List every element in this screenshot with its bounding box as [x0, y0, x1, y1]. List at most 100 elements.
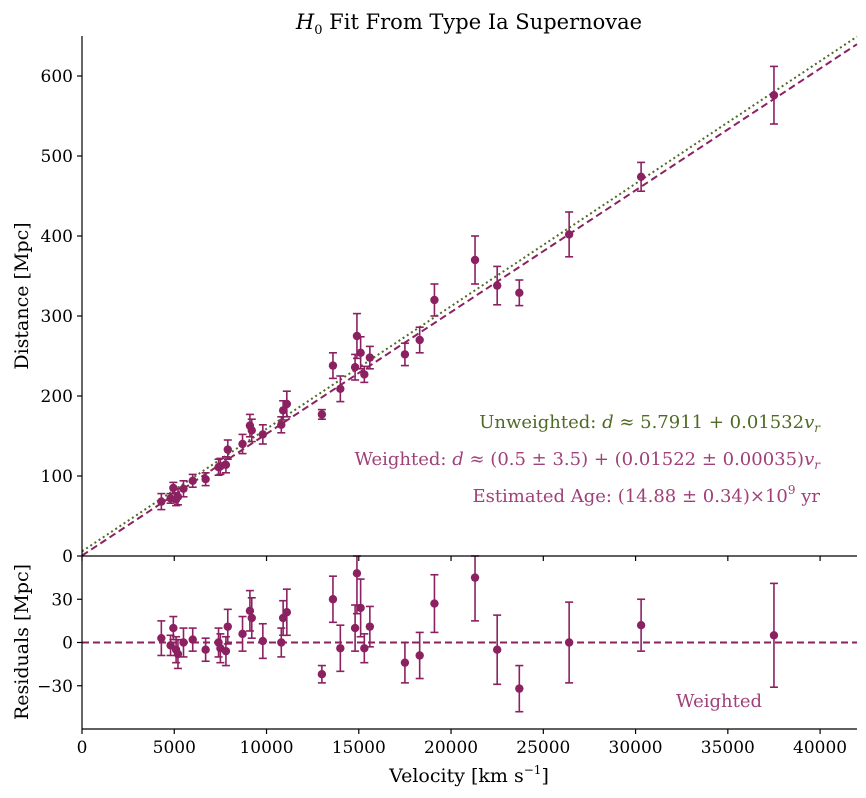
data-marker — [636, 172, 646, 181]
data-marker — [430, 295, 439, 305]
data-marker — [356, 348, 365, 357]
data-marker — [157, 633, 166, 643]
y-tick-label: 600 — [41, 67, 73, 87]
data-point-residual — [245, 589, 255, 632]
x-axis-label: Velocity [km s−1] — [388, 763, 549, 787]
data-point-main — [317, 408, 327, 421]
data-point-residual — [492, 614, 502, 686]
data-marker — [169, 483, 178, 493]
y-tick-label: 200 — [41, 387, 73, 407]
y-tick-label: 400 — [41, 227, 73, 247]
residual-y-tick-label: −30 — [37, 677, 73, 697]
data-marker — [245, 606, 255, 615]
data-marker — [258, 636, 268, 646]
data-marker — [179, 638, 188, 647]
y-tick-label: 300 — [41, 307, 73, 327]
data-point-residual — [515, 664, 524, 713]
data-point-main — [216, 457, 225, 476]
data-marker — [470, 255, 480, 265]
x-tick-label: 5000 — [153, 738, 196, 758]
unweighted-fit-line — [81, 35, 858, 553]
data-marker — [169, 623, 178, 633]
data-marker — [179, 484, 188, 493]
main-y-axis-label: Distance [Mpc] — [11, 222, 33, 369]
data-marker — [769, 91, 779, 100]
data-point-residual — [336, 624, 345, 673]
x-tick-label: 15000 — [332, 738, 386, 758]
data-marker — [188, 476, 197, 485]
data-marker — [470, 573, 480, 582]
data-point-residual — [277, 627, 286, 658]
residuals-panel: −30 0 30 0 5000 10000 15000 20000 25000 30000 350… — [11, 555, 857, 787]
data-marker — [282, 399, 292, 409]
data-marker — [365, 622, 375, 631]
data-point-main — [365, 345, 375, 370]
data-point-residual — [564, 601, 574, 684]
data-point-residual — [328, 575, 338, 624]
data-point-main — [400, 342, 410, 367]
data-marker — [352, 569, 362, 578]
data-marker — [415, 335, 424, 345]
data-marker — [430, 599, 439, 608]
data-point-main — [336, 375, 345, 403]
annotation-estimated-age: Estimated Age: (14.88 ± 0.34)×109 yr — [472, 483, 820, 507]
data-marker — [201, 475, 210, 484]
data-point-main — [179, 479, 188, 498]
data-marker — [247, 426, 256, 435]
data-marker — [173, 492, 183, 501]
data-point-residual — [179, 627, 188, 658]
data-point-residual — [157, 620, 166, 657]
data-point-residual — [769, 582, 779, 688]
data-point-main — [515, 279, 524, 307]
data-point-main — [360, 365, 369, 384]
residual-y-tick-label: 30 — [51, 590, 73, 610]
data-marker — [336, 644, 345, 653]
annotation-unweighted-fit: Unweighted: d ≈ 5.7911 + 0.01532vr — [479, 412, 821, 435]
data-marker — [317, 670, 327, 679]
data-marker — [282, 608, 292, 617]
data-point-residual — [350, 604, 360, 652]
data-point-main — [157, 492, 166, 511]
y-tick-label: 100 — [41, 467, 73, 487]
data-point-main — [223, 439, 232, 461]
residual-y-tick-label: 0 — [62, 634, 73, 654]
y-tick-label: 500 — [41, 147, 73, 167]
data-point-residual — [171, 635, 181, 664]
data-point-residual — [216, 633, 225, 664]
data-marker — [247, 613, 256, 623]
data-point-residual — [317, 664, 327, 684]
data-point-residual — [247, 597, 256, 639]
data-marker — [400, 658, 410, 667]
x-tick-label: 0 — [77, 738, 88, 758]
data-marker — [360, 370, 369, 379]
data-point-residual — [430, 573, 439, 634]
data-point-main — [169, 481, 178, 495]
y-tick-label: 0 — [62, 547, 73, 567]
data-point-main — [247, 418, 256, 443]
data-marker — [515, 288, 524, 297]
annotation-weighted-fit: Weighted: d ≈ (0.5 ± 3.5) + (0.01522 ± 0… — [354, 449, 821, 472]
data-marker — [328, 361, 338, 370]
data-point-residual — [258, 622, 268, 660]
data-marker — [769, 631, 779, 640]
x-tick-label: 10000 — [239, 738, 293, 758]
data-point-residual — [356, 578, 365, 638]
annotation-residuals-weighted: Weighted — [676, 691, 762, 712]
data-point-main — [636, 161, 646, 192]
data-point-main — [282, 390, 292, 418]
data-marker — [278, 406, 288, 415]
x-tick-label: 20000 — [424, 738, 478, 758]
data-marker — [201, 645, 210, 654]
data-marker — [492, 645, 502, 654]
data-marker — [636, 621, 646, 630]
data-point-residual — [360, 633, 369, 664]
data-point-main — [201, 471, 210, 487]
data-marker — [317, 410, 327, 419]
data-marker — [221, 646, 231, 656]
data-point-main — [258, 423, 268, 445]
data-point-main — [277, 415, 286, 434]
data-marker — [360, 644, 369, 653]
data-marker — [223, 445, 232, 454]
data-point-residual — [201, 637, 210, 663]
